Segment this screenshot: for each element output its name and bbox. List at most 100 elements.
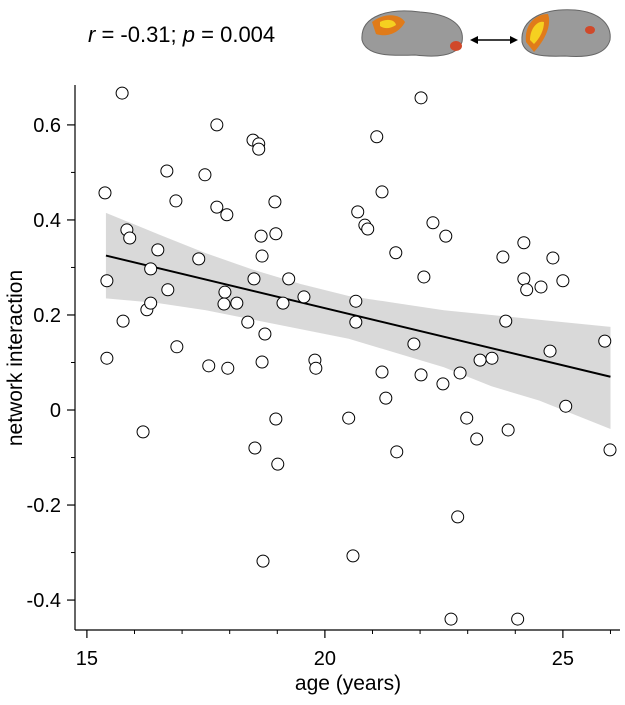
point	[169, 194, 183, 208]
x-axis-label: age (years)	[295, 672, 401, 695]
point	[543, 344, 557, 358]
point	[559, 399, 573, 413]
point	[100, 351, 114, 365]
annotation-part: = 0.004	[195, 22, 275, 47]
point	[252, 142, 266, 156]
point	[417, 270, 431, 284]
point	[258, 327, 272, 341]
point	[297, 290, 311, 304]
point	[115, 86, 129, 100]
point	[116, 314, 130, 328]
point	[269, 412, 283, 426]
point	[256, 554, 270, 568]
point	[361, 222, 375, 236]
activation	[380, 19, 396, 29]
activation	[450, 41, 462, 51]
point	[247, 272, 261, 286]
point	[100, 274, 114, 288]
point	[192, 252, 206, 266]
point	[603, 443, 617, 457]
point	[161, 283, 175, 297]
point	[241, 315, 255, 329]
point	[470, 432, 484, 446]
y-tick-label: 0.6	[33, 115, 61, 137]
point	[436, 377, 450, 391]
point	[217, 297, 231, 311]
point	[414, 368, 428, 382]
point	[414, 91, 428, 105]
point	[453, 366, 467, 380]
point	[389, 246, 403, 260]
point	[546, 251, 560, 265]
point	[485, 351, 499, 365]
point	[375, 185, 389, 199]
point	[269, 227, 283, 241]
annotation-part: = -0.31;	[95, 22, 182, 47]
point	[534, 280, 548, 294]
point	[160, 164, 174, 178]
y-tick-label: -0.4	[27, 590, 61, 612]
point	[210, 118, 224, 132]
annotation: r = -0.31; p = 0.004	[88, 22, 275, 47]
annotation-part: p	[182, 22, 195, 47]
y-tick-label: 0	[50, 400, 61, 422]
point	[501, 423, 515, 437]
point	[221, 361, 235, 375]
point	[598, 334, 612, 348]
point	[375, 365, 389, 379]
point	[151, 243, 165, 257]
point	[511, 612, 525, 626]
brain-images	[361, 9, 611, 57]
point	[351, 205, 365, 219]
point	[255, 355, 269, 369]
point	[271, 457, 285, 471]
point	[370, 130, 384, 144]
point	[254, 229, 268, 243]
point	[496, 250, 510, 264]
point	[220, 208, 234, 222]
point	[520, 283, 534, 297]
point	[426, 216, 440, 230]
point	[276, 296, 290, 310]
x-tick-label: 15	[76, 648, 98, 670]
point	[282, 272, 296, 286]
point	[342, 411, 356, 425]
point	[144, 262, 158, 276]
y-tick-label: 0.2	[33, 305, 61, 327]
point	[390, 445, 404, 459]
annotation-part: r	[88, 22, 97, 47]
point	[170, 340, 184, 354]
point	[349, 315, 363, 329]
point	[473, 353, 487, 367]
point	[499, 314, 513, 328]
y-tick-label: -0.2	[27, 495, 61, 517]
y-axis-label: network interaction	[4, 270, 27, 446]
point	[255, 249, 269, 263]
point	[268, 195, 282, 209]
point	[144, 296, 158, 310]
x-tick-label: 25	[552, 648, 574, 670]
point	[556, 274, 570, 288]
point	[460, 411, 474, 425]
y-tick-label: 0.4	[33, 210, 61, 232]
point	[136, 425, 150, 439]
point	[210, 200, 224, 214]
point	[98, 186, 112, 200]
point	[346, 549, 360, 563]
point	[407, 337, 421, 351]
activation	[585, 26, 595, 34]
point	[444, 612, 458, 626]
point	[379, 391, 393, 405]
point	[309, 361, 323, 375]
x-tick-label: 20	[314, 648, 336, 670]
point	[248, 441, 262, 455]
point	[218, 285, 232, 299]
activation	[530, 21, 544, 44]
point	[439, 229, 453, 243]
point	[230, 296, 244, 310]
point	[451, 510, 465, 524]
point	[517, 272, 531, 286]
point	[349, 294, 363, 308]
point	[202, 359, 216, 373]
